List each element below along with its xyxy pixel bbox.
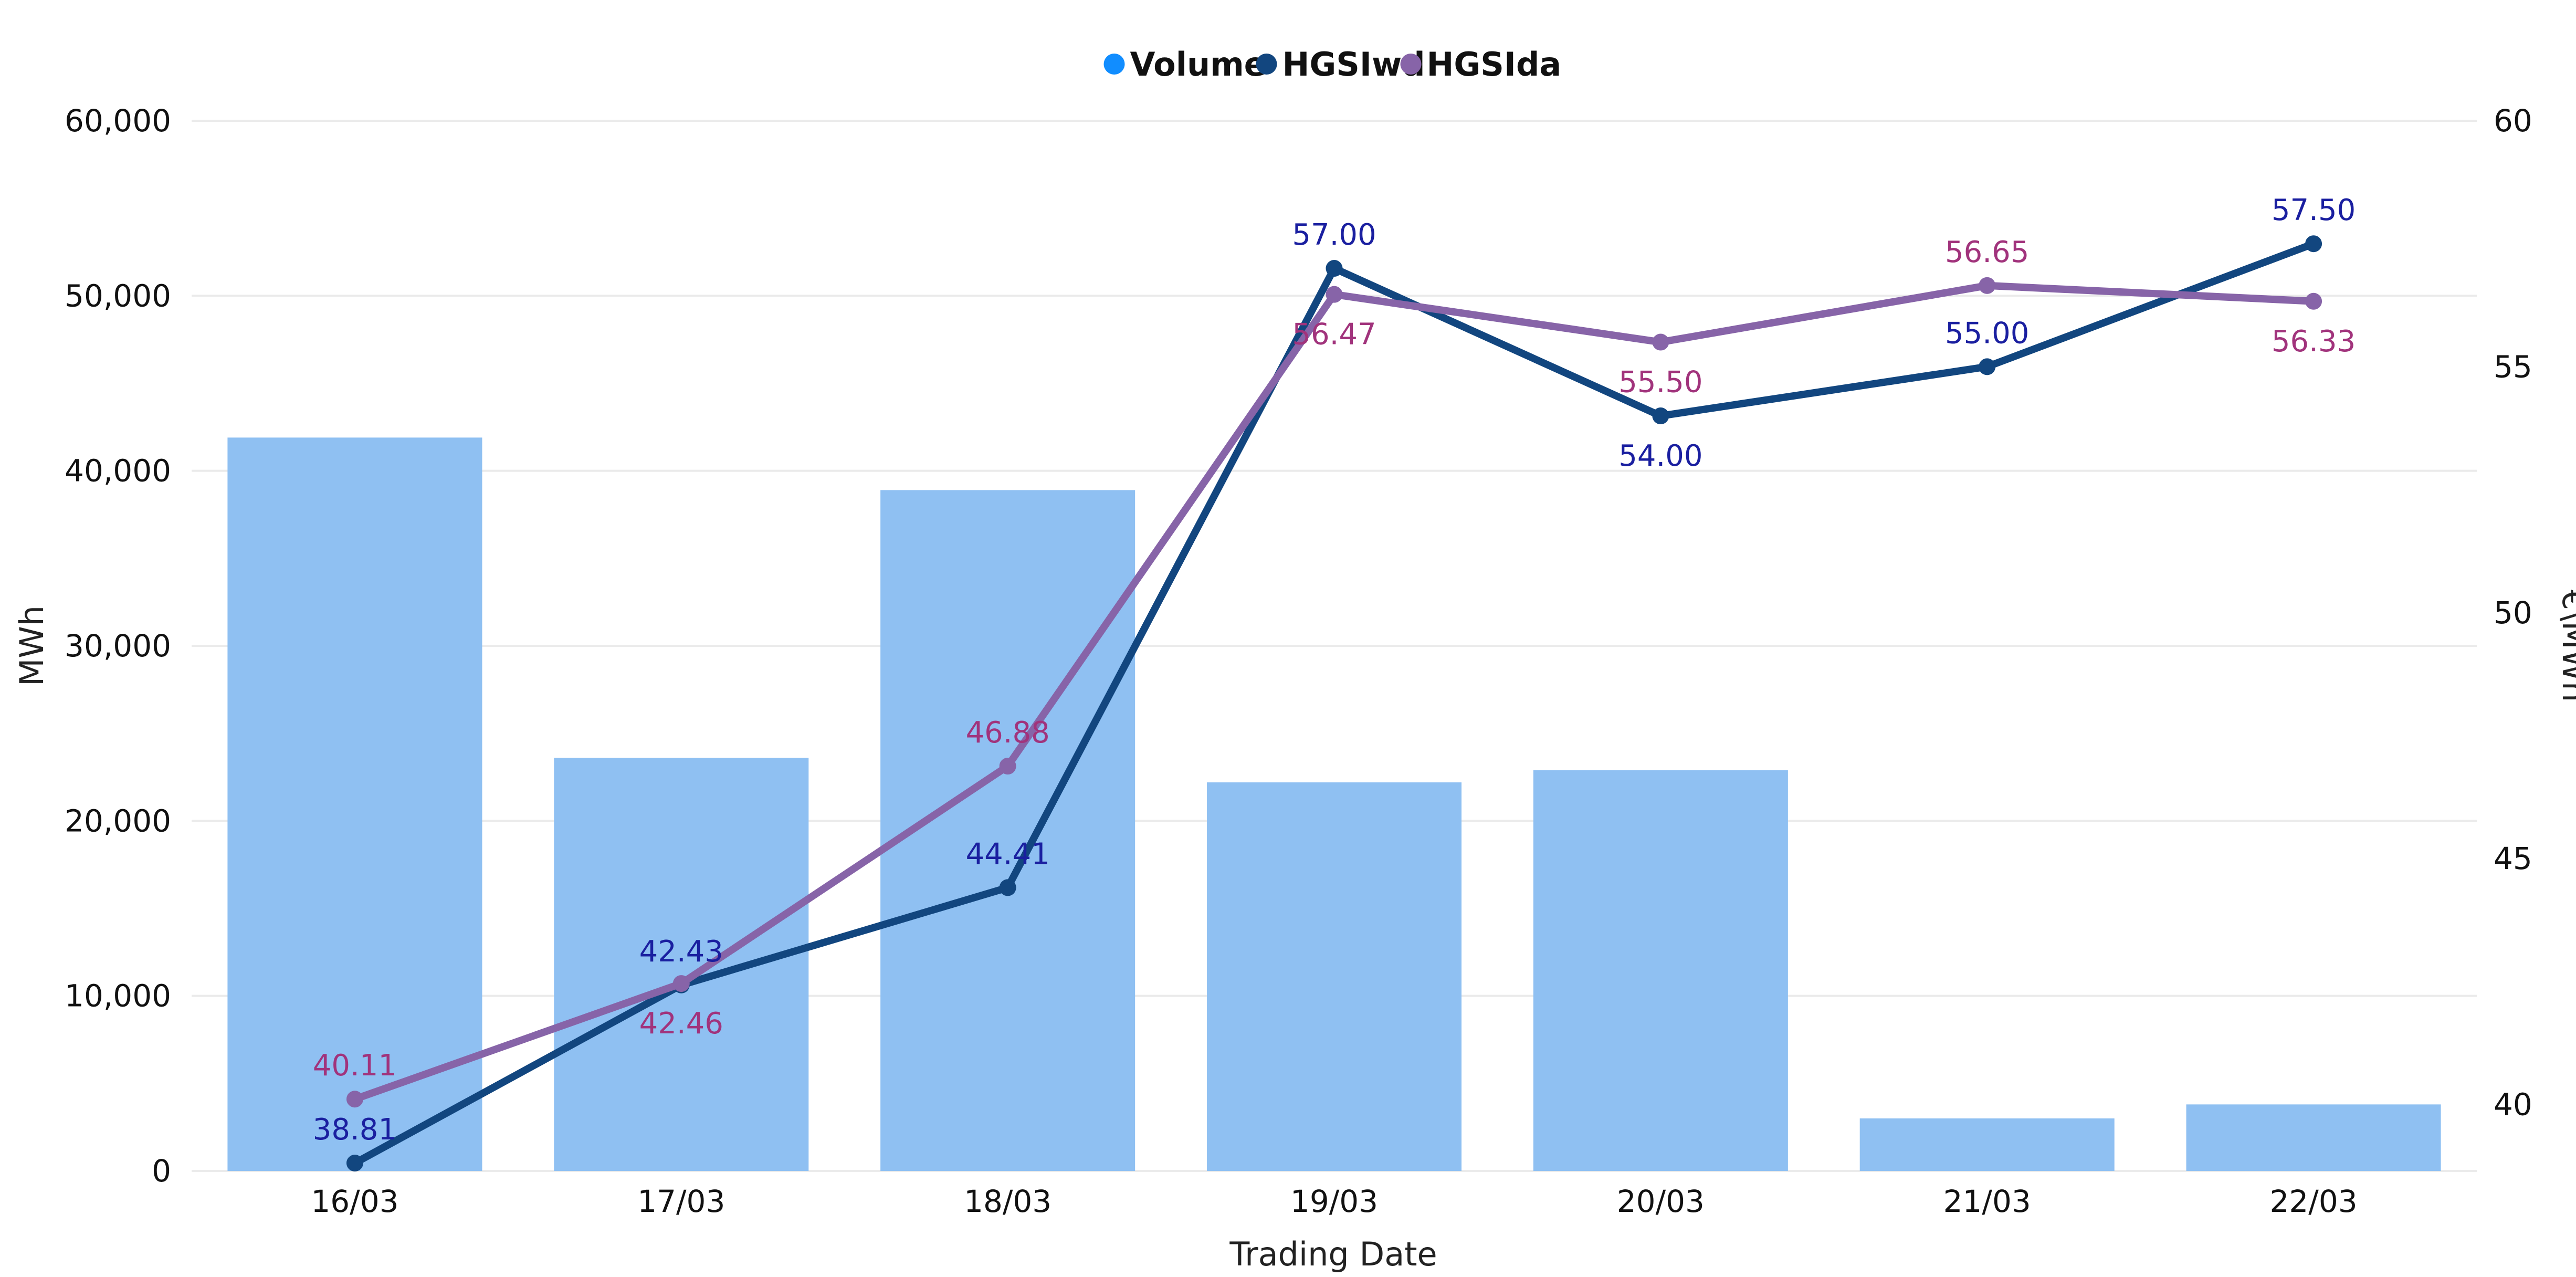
hgsida-point — [346, 1091, 363, 1108]
y-tick-label: 0 — [152, 1153, 171, 1189]
x-tick-label: 22/03 — [2269, 1184, 2357, 1219]
hgsiwd-data-label: 55.00 — [1945, 316, 2029, 350]
hgsiwd-data-label: 38.81 — [313, 1113, 397, 1147]
volume-bar — [554, 758, 809, 1171]
y-tick-label: 50,000 — [65, 278, 171, 313]
y-axis-left: 0 10,000 20,000 30,000 40,000 50,000 60,000 — [65, 103, 171, 1189]
hgsiwd-data-label: 54.00 — [1618, 439, 1702, 473]
price-lines — [346, 235, 2322, 1172]
y2-tick-label: 55 — [2494, 349, 2532, 384]
hgsida-data-label: 55.50 — [1618, 365, 1702, 400]
volume-bar — [1533, 770, 1788, 1171]
x-tick-label: 17/03 — [637, 1184, 725, 1219]
hgsida-point — [999, 758, 1016, 775]
data-labels: 38.81 42.43 44.41 57.00 54.00 55.00 57.50 40.11… — [313, 193, 2356, 1147]
y-tick-label: 60,000 — [65, 103, 171, 139]
legend-marker — [1400, 54, 1422, 75]
hgsiwd-point — [2305, 235, 2322, 253]
x-tick-label: 19/03 — [1290, 1184, 1378, 1219]
hgsida-data-label: 42.46 — [639, 1007, 723, 1041]
y-tick-label: 40,000 — [65, 453, 171, 489]
hgsida-point — [1326, 286, 1343, 303]
hgsida-data-label: 56.33 — [2272, 325, 2356, 359]
x-axis: 16/03 17/03 18/03 19/03 20/03 21/03 22/03 — [311, 1184, 2357, 1219]
y-tick-label: 30,000 — [65, 628, 171, 664]
volume-bar — [2186, 1104, 2441, 1171]
volume-bar — [1859, 1118, 2115, 1171]
y2-tick-label: 50 — [2494, 595, 2532, 631]
hgsida-data-label: 46.88 — [965, 716, 1049, 750]
hgsida-data-label: 56.65 — [1945, 235, 2029, 269]
hgsiwd-data-label: 44.41 — [965, 837, 1049, 871]
hgsida-data-label: 40.11 — [313, 1049, 397, 1083]
x-tick-label: 18/03 — [964, 1184, 1052, 1219]
legend-label: Volume — [1130, 45, 1266, 83]
y2-axis-title: €\MWh — [2555, 590, 2576, 702]
y-tick-label: 10,000 — [65, 978, 171, 1014]
legend-label: HGSIda — [1427, 45, 1562, 83]
legend-marker — [1103, 54, 1125, 75]
hgsida-data-label: 56.47 — [1292, 318, 1376, 352]
x-tick-label: 16/03 — [311, 1184, 398, 1219]
hgsiwd-point — [1652, 407, 1669, 425]
legend[interactable]: Volume HGSIwd HGSIda — [1103, 45, 1562, 83]
y-axis-title: MWh — [13, 605, 51, 686]
hgsida-point — [672, 975, 690, 992]
y-tick-label: 20,000 — [65, 803, 171, 839]
hgsiwd-data-label: 57.50 — [2272, 193, 2356, 227]
hgsiwd-data-label: 57.00 — [1292, 218, 1376, 252]
hgsiwd-point — [1979, 358, 1996, 375]
hgsida-point — [2305, 292, 2322, 310]
y-axis-right: 40 45 50 55 60 — [2494, 103, 2532, 1123]
x-axis-title: Trading Date — [1229, 1235, 1437, 1273]
hgsiwd-point — [1326, 260, 1343, 277]
volume-bar — [1206, 782, 1462, 1171]
volume-bar — [227, 437, 482, 1171]
hgsida-point — [1979, 277, 1996, 294]
x-tick-label: 21/03 — [1943, 1184, 2031, 1219]
hgsida-point — [1652, 333, 1669, 351]
volume-bar — [880, 490, 1135, 1171]
x-tick-label: 20/03 — [1617, 1184, 1705, 1219]
y2-tick-label: 40 — [2494, 1087, 2532, 1123]
legend-marker — [1256, 54, 1277, 75]
y2-tick-label: 60 — [2494, 103, 2532, 139]
hgsiwd-point — [999, 879, 1016, 896]
volume-bars — [227, 437, 2441, 1171]
hgsiwd-data-label: 42.43 — [639, 935, 723, 969]
hgsiwd-point — [346, 1155, 363, 1172]
y2-tick-label: 45 — [2494, 841, 2532, 876]
